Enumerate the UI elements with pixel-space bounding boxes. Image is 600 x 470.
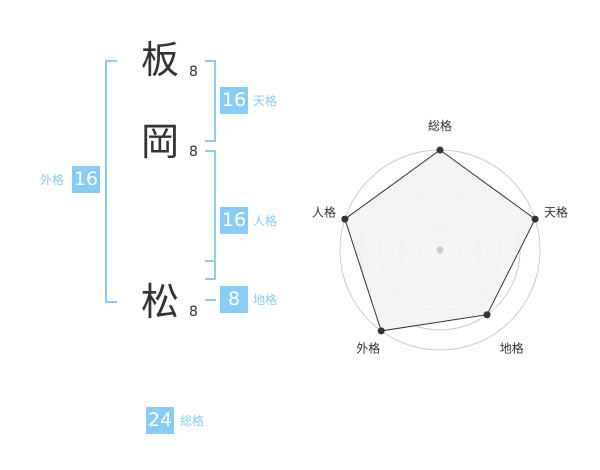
radar-axis-label: 天格 [544,204,568,219]
chikaku-label: 地格 [253,293,278,307]
radar-point [531,215,539,223]
chikaku-connector [205,299,216,301]
gaikaku-value: 16 [72,166,100,193]
radar-point [483,311,491,319]
radar-point [436,146,444,154]
gaikaku-label: 外格 [40,173,65,187]
radar-axis-label: 外格 [356,341,380,356]
soukaku-label: 総格 [180,414,205,428]
tenkaku-label: 天格 [253,94,278,108]
radar-axis-label: 人格 [312,204,336,219]
stroke-count-3: 8 [189,304,198,320]
name-char-2: 岡 [140,120,179,164]
name-char-3: 松 [140,280,179,324]
radar-center [436,246,444,254]
jinkaku-value: 16 [220,207,248,234]
name-char-1: 板 [140,38,179,82]
chikaku-value: 8 [220,286,248,313]
tenkaku-bracket [205,60,216,142]
radar-polygon [344,149,536,332]
stroke-count-1: 8 [189,64,198,80]
stroke-count-2: 8 [189,144,198,160]
tenkaku-value: 16 [220,87,248,114]
gaikaku-bracket [105,60,117,303]
radar-point [377,327,385,335]
radar-axis-label: 地格 [500,341,524,356]
radar-axis-label: 総格 [428,118,452,133]
jinkaku-bracket-full [205,150,216,280]
radar-point [341,215,349,223]
soukaku-value: 24 [146,407,174,434]
jinkaku-label: 人格 [253,214,278,228]
